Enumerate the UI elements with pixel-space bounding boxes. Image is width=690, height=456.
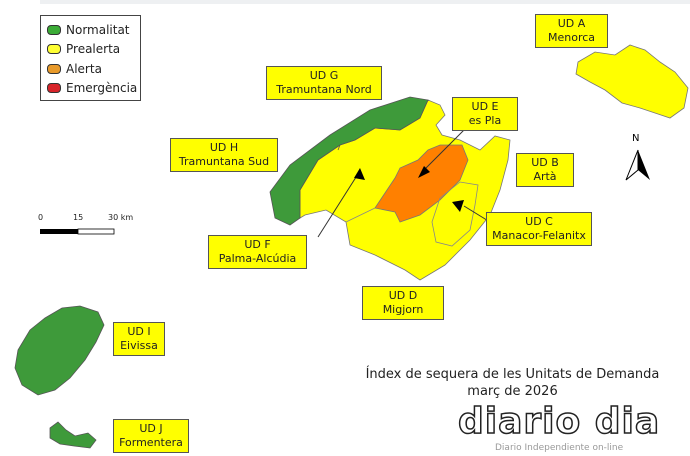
scale-bar — [40, 228, 115, 235]
legend-label: Emergència — [66, 81, 138, 96]
north-label: N — [632, 133, 640, 144]
unit-name: es Pla — [468, 114, 502, 127]
label-ud-c: UD C Manacor-Felanitx — [486, 212, 592, 246]
unit-name: Tramuntana Sud — [178, 155, 270, 168]
legend-swatch — [47, 24, 61, 35]
scale-label-15: 15 — [73, 213, 84, 222]
unit-name: Palma-Alcúdia — [218, 252, 297, 265]
unit-name: Manacor-Felanitx — [492, 229, 586, 242]
boundary-manacor — [431, 181, 479, 247]
region-tramuntana — [269, 96, 429, 226]
unit-code: UD I — [127, 325, 151, 338]
watermark-tagline: Diario Independiente on-line — [495, 443, 624, 453]
label-ud-f: UD F Palma-Alcúdia — [208, 235, 307, 269]
region-formentera — [49, 421, 97, 449]
leader-line-ud-c — [463, 205, 491, 223]
arrow-head-icon — [418, 166, 430, 178]
arrow-head-icon — [354, 168, 365, 180]
unit-code: UD A — [557, 17, 586, 30]
legend-swatch — [47, 83, 61, 94]
unit-name: Menorca — [547, 31, 596, 44]
legend-label: Normalitat — [66, 22, 130, 37]
unit-code: UD F — [244, 238, 271, 251]
north-arrow-icon — [625, 149, 650, 181]
label-ud-b: UD B Artà — [516, 153, 574, 187]
label-ud-a: UD A Menorca — [535, 14, 608, 48]
title-line-1: Índex de sequera de les Unitats de Deman… — [365, 367, 660, 382]
leader-line-ud-e — [423, 129, 465, 171]
label-ud-h: UD H Tramuntana Sud — [170, 138, 278, 172]
legend: Normalitat Prealerta Alerta Emergència — [40, 15, 141, 101]
map-title: Índex de sequera de les Unitats de Deman… — [335, 366, 690, 400]
arrow-head-icon — [452, 200, 464, 212]
scale-label-30: 30 km — [108, 213, 134, 222]
boundary-line — [337, 144, 341, 151]
region-eivissa — [14, 305, 105, 396]
unit-code: UD H — [209, 141, 239, 154]
legend-item-alerta: Alerta — [47, 59, 134, 79]
label-ud-i: UD I Eivissa — [113, 322, 165, 356]
boundary-migjorn — [345, 207, 376, 223]
scale-label-0: 0 — [38, 213, 44, 222]
top-bar — [40, 0, 690, 4]
region-menorca — [575, 44, 689, 119]
unit-name: Tramuntana Nord — [276, 83, 372, 96]
unit-code: UD C — [525, 215, 553, 228]
label-ud-d: UD D Migjorn — [362, 286, 444, 320]
watermark-logo: diario dia — [457, 401, 661, 442]
unit-code: UD D — [388, 289, 418, 302]
unit-name: Eivissa — [120, 339, 158, 352]
unit-code: UD J — [139, 422, 163, 435]
unit-name: Formentera — [119, 436, 183, 449]
label-ud-g: UD G Tramuntana Nord — [266, 66, 382, 100]
legend-label: Alerta — [66, 61, 102, 76]
unit-name: Migjorn — [382, 303, 424, 316]
unit-code: UD E — [471, 100, 499, 113]
legend-item-emergencia: Emergència — [47, 79, 138, 99]
unit-name: Artà — [533, 170, 557, 183]
legend-swatch — [47, 63, 61, 74]
region-es-pla — [374, 144, 469, 223]
legend-swatch — [47, 44, 61, 55]
legend-item-prealerta: Prealerta — [47, 40, 134, 60]
leader-line-ud-f — [317, 173, 359, 238]
legend-label: Prealerta — [66, 42, 121, 57]
legend-item-normalitat: Normalitat — [47, 20, 134, 40]
title-line-2: març de 2026 — [467, 384, 558, 399]
unit-code: UD G — [309, 69, 339, 82]
unit-code: UD B — [531, 156, 559, 169]
label-ud-j: UD J Formentera — [113, 419, 189, 453]
